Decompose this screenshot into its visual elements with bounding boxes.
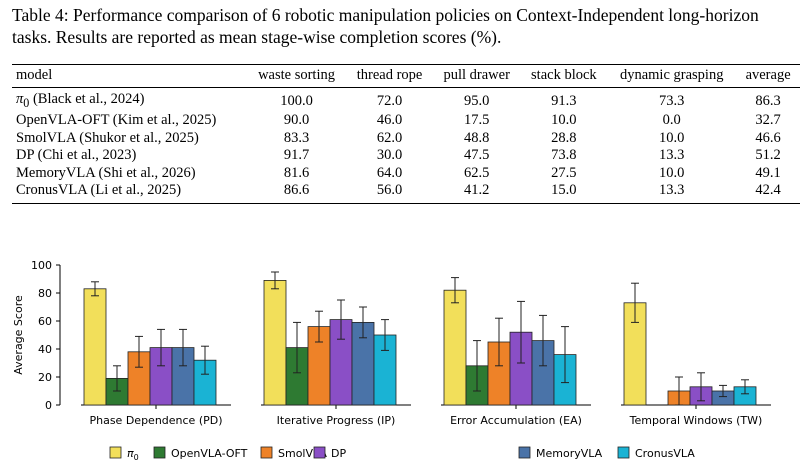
model-cell: π0 (Black et al., 2024)	[12, 88, 247, 113]
value-cell: 28.8	[551, 129, 577, 146]
pi-subscript: 0	[23, 95, 30, 110]
legend-label: π0	[127, 447, 139, 462]
caption-label: Table 4:	[12, 5, 69, 25]
x-category-label: Temporal Windows (TW)	[629, 414, 763, 427]
table-caption: Table 4: Performance comparison of 6 rob…	[12, 4, 802, 48]
header-stack-block: stack block	[531, 67, 597, 83]
model-cell: DP (Chi et al., 2023)	[16, 147, 137, 164]
legend-swatch	[518, 446, 531, 459]
value-cell: 72.0	[376, 92, 403, 109]
value-cell: 17.5	[464, 112, 490, 129]
value-cell: 13.3	[659, 147, 685, 164]
legend-label: MemoryVLA	[536, 447, 603, 460]
value-cell: 15.0	[551, 182, 577, 199]
bar	[263, 279, 287, 406]
legend-label: DP	[331, 447, 346, 460]
value-cell: 41.2	[464, 182, 490, 199]
bar	[83, 288, 107, 406]
x-category-label: Iterative Progress (IP)	[277, 414, 396, 427]
legend-label: OpenVLA-OFT	[171, 447, 248, 460]
value-cell: 10.0	[659, 164, 685, 181]
value-cell: 62.0	[376, 129, 403, 146]
header-pull-drawer: pull drawer	[443, 67, 510, 83]
model-ref: (Black et al., 2024)	[29, 91, 145, 107]
value-cell: 27.5	[551, 164, 577, 181]
value-cell: 90.0	[283, 112, 310, 129]
value-cell: 48.8	[464, 129, 490, 146]
y-axis-title: Average Score	[12, 295, 25, 375]
legend-swatch	[313, 446, 326, 459]
value-cell: 91.3	[551, 92, 577, 109]
value-cell: 46.0	[376, 112, 403, 129]
header-average: average	[745, 67, 791, 83]
value-cell: 10.0	[551, 112, 577, 129]
legend-swatch	[153, 446, 166, 459]
value-cell: 73.8	[551, 147, 577, 164]
value-cell: 49.1	[755, 164, 781, 181]
model-cell: MemoryVLA (Shi et al., 2026)	[16, 164, 196, 181]
y-tick-label: 0	[45, 399, 52, 412]
table-row: CronusVLA (Li et al., 2025) 86.6 56.0 41…	[12, 182, 800, 203]
table-body: π0 (Black et al., 2024) 100.0 72.0 95.0 …	[12, 88, 800, 204]
table-row: π0 (Black et al., 2024) 100.0 72.0 95.0 …	[12, 88, 800, 113]
value-cell: 42.4	[755, 182, 781, 199]
legend-swatch	[617, 446, 630, 459]
value-cell: 73.3	[659, 92, 685, 109]
value-cell: 86.3	[755, 92, 781, 109]
table-row: MemoryVLA (Shi et al., 2026) 81.6 64.0 6…	[12, 165, 800, 183]
legend-label: CronusVLA	[635, 447, 695, 460]
table-row: OpenVLA-OFT (Kim et al., 2025) 90.0 46.0…	[12, 112, 800, 130]
x-category-label: Phase Dependence (PD)	[89, 414, 222, 427]
value-cell: 32.7	[755, 112, 781, 129]
model-cell: OpenVLA-OFT (Kim et al., 2025)	[16, 112, 217, 129]
header-row: model waste sorting thread rope pull dra…	[12, 64, 800, 88]
value-cell: 86.6	[283, 182, 310, 199]
table-row: DP (Chi et al., 2023) 91.7 30.0 47.5 73.…	[12, 147, 800, 165]
table-header: model waste sorting thread rope pull dra…	[12, 64, 800, 88]
value-cell: 64.0	[376, 164, 403, 181]
y-tick-label: 20	[38, 371, 52, 384]
y-tick-label: 40	[38, 343, 52, 356]
y-tick-label: 100	[31, 259, 52, 272]
value-cell: 13.3	[659, 182, 685, 199]
value-cell: 51.2	[755, 147, 781, 164]
value-cell: 56.0	[376, 182, 403, 199]
header-thread-rope: thread rope	[356, 67, 423, 83]
legend-swatch	[109, 446, 122, 459]
header-waste-sorting: waste sorting	[258, 67, 335, 83]
model-cell: SmolVLA (Shukor et al., 2025)	[16, 129, 199, 146]
value-cell: 91.7	[283, 147, 310, 164]
bar	[443, 289, 467, 406]
y-tick-label: 60	[38, 315, 52, 328]
bar-chart: 0 20 40 60 80 100 Average Score Phase Dependenc…	[12, 259, 771, 462]
caption-text: Performance comparison of 6 robotic mani…	[12, 5, 759, 47]
y-tick-label: 80	[38, 287, 52, 300]
value-cell: 95.0	[464, 92, 490, 109]
value-cell: 30.0	[376, 147, 403, 164]
table-row: SmolVLA (Shukor et al., 2025) 83.3 62.0 …	[12, 130, 800, 148]
value-cell: 10.0	[659, 129, 685, 146]
value-cell: 83.3	[283, 129, 310, 146]
value-cell: 0.0	[662, 112, 681, 129]
value-cell: 46.6	[755, 129, 781, 146]
model-cell: CronusVLA (Li et al., 2025)	[16, 182, 182, 199]
value-cell: 47.5	[464, 147, 490, 164]
value-cell: 100.0	[280, 92, 313, 109]
pi-symbol: π	[16, 91, 24, 107]
x-category-label: Error Accumulation (EA)	[450, 414, 582, 427]
header-model: model	[16, 67, 53, 83]
results-table: model waste sorting thread rope pull dra…	[12, 64, 800, 204]
value-cell: 81.6	[283, 164, 310, 181]
header-dynamic-grasping: dynamic grasping	[619, 67, 724, 83]
legend-swatch	[260, 446, 273, 459]
value-cell: 62.5	[464, 164, 490, 181]
